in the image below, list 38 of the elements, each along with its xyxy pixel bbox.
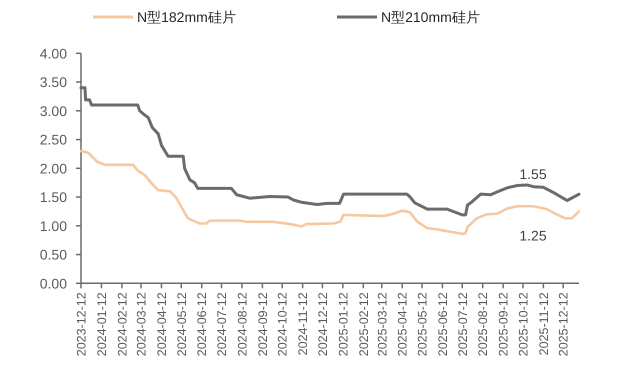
y-tick-label: 3.00 [40, 102, 68, 119]
x-tick-label: 2025-06-12 [436, 292, 450, 356]
y-tick-label: 1.50 [40, 189, 68, 206]
x-tick-label: 2024-12-12 [316, 292, 330, 356]
legend-label: N型210mm硅片 [381, 9, 480, 25]
y-tick-label: 1.00 [40, 218, 68, 234]
x-tick-label: 2025-02-12 [356, 292, 371, 356]
x-tick-label: 2025-01-12 [336, 292, 350, 356]
x-tick-label: 2025-09-12 [496, 292, 511, 356]
x-tick-label: 2024-11-12 [296, 292, 310, 356]
y-tick-label: 2.50 [40, 132, 68, 148]
y-tick-label: 4.00 [40, 45, 68, 62]
annotation: 1.25 [519, 227, 547, 244]
x-tick-label: 2025-05-12 [416, 292, 430, 356]
y-tick-label: 0.50 [40, 246, 68, 263]
x-tick-label: 2024-07-12 [214, 292, 229, 356]
x-tick-label: 2025-04-12 [396, 292, 410, 356]
x-tick-label: 2024-08-12 [235, 292, 250, 356]
y-tick-label: 2.00 [40, 160, 68, 176]
y-tick-label: 0.00 [40, 275, 68, 292]
legend-label: N型182mm硅片 [137, 9, 236, 25]
x-tick-label: 2024-10-12 [276, 292, 290, 356]
x-tick-label: 2024-03-12 [134, 292, 149, 356]
x-tick-label: 2024-06-12 [195, 292, 210, 356]
annotation: 1.55 [519, 166, 547, 182]
x-tick-label: 2025-11-12 [536, 292, 551, 356]
x-tick-label: 2024-04-12 [154, 292, 169, 356]
x-tick-label: 2024-09-12 [256, 292, 270, 356]
x-tick-label: 2024-01-12 [94, 292, 109, 356]
x-tick-label: 2025-07-12 [456, 292, 470, 356]
x-tick-label: 2025-03-12 [375, 292, 390, 356]
x-tick-label: 2025-10-12 [516, 292, 530, 356]
y-tick-label: 3.50 [40, 74, 68, 90]
x-tick-label: 2025-12-12 [556, 292, 571, 356]
x-tick-label: 2023-12-12 [74, 292, 88, 356]
x-tick-label: 2025-08-12 [476, 292, 490, 356]
x-tick-label: 2024-05-12 [174, 292, 189, 356]
x-tick-label: 2024-02-12 [115, 292, 130, 356]
